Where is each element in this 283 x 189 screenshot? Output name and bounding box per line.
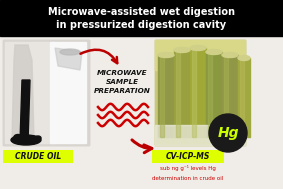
Text: determination in crude oil: determination in crude oil	[152, 176, 224, 180]
Bar	[222, 55, 238, 137]
Text: SAMPLE: SAMPLE	[106, 79, 139, 85]
Text: Hg: Hg	[217, 126, 239, 140]
Ellipse shape	[158, 53, 174, 57]
Text: sub ng g⁻¹ levels Hg: sub ng g⁻¹ levels Hg	[160, 165, 216, 171]
FancyArrowPatch shape	[132, 140, 152, 153]
Circle shape	[209, 114, 247, 152]
Bar	[238, 58, 250, 137]
Bar	[5, 42, 55, 143]
Bar	[192, 48, 196, 137]
Polygon shape	[20, 80, 30, 142]
Ellipse shape	[190, 46, 206, 50]
Bar	[155, 40, 245, 145]
Ellipse shape	[206, 50, 222, 54]
Bar	[155, 40, 245, 70]
Bar	[155, 125, 245, 145]
Bar	[206, 52, 222, 137]
FancyBboxPatch shape	[152, 150, 224, 163]
Bar	[208, 52, 212, 137]
Bar	[50, 42, 86, 143]
Bar	[155, 40, 245, 145]
Bar	[0, 36, 283, 189]
Text: in pressurized digestion cavity: in pressurized digestion cavity	[56, 20, 227, 30]
Polygon shape	[55, 48, 82, 70]
Text: Microwave-assisted wet digestion: Microwave-assisted wet digestion	[48, 7, 235, 17]
Ellipse shape	[222, 53, 238, 57]
Ellipse shape	[174, 47, 190, 53]
Ellipse shape	[238, 56, 250, 60]
Polygon shape	[12, 45, 34, 140]
Ellipse shape	[14, 135, 22, 139]
FancyArrowPatch shape	[80, 50, 117, 63]
Bar	[224, 55, 228, 137]
Bar	[3, 40, 89, 145]
Bar	[176, 50, 180, 137]
Bar	[174, 50, 190, 137]
Text: CRUDE OIL: CRUDE OIL	[15, 152, 61, 161]
Text: MICROWAVE: MICROWAVE	[97, 70, 147, 76]
Bar	[160, 55, 164, 137]
Ellipse shape	[35, 136, 41, 140]
Bar	[3, 40, 89, 145]
Ellipse shape	[60, 49, 80, 55]
Ellipse shape	[11, 135, 41, 145]
Bar	[158, 55, 174, 137]
Bar	[190, 48, 206, 137]
Bar	[0, 0, 283, 36]
FancyBboxPatch shape	[3, 150, 73, 163]
Text: PREPARATION: PREPARATION	[94, 88, 151, 94]
Text: CV-ICP-MS: CV-ICP-MS	[166, 152, 210, 161]
Bar	[240, 58, 244, 137]
